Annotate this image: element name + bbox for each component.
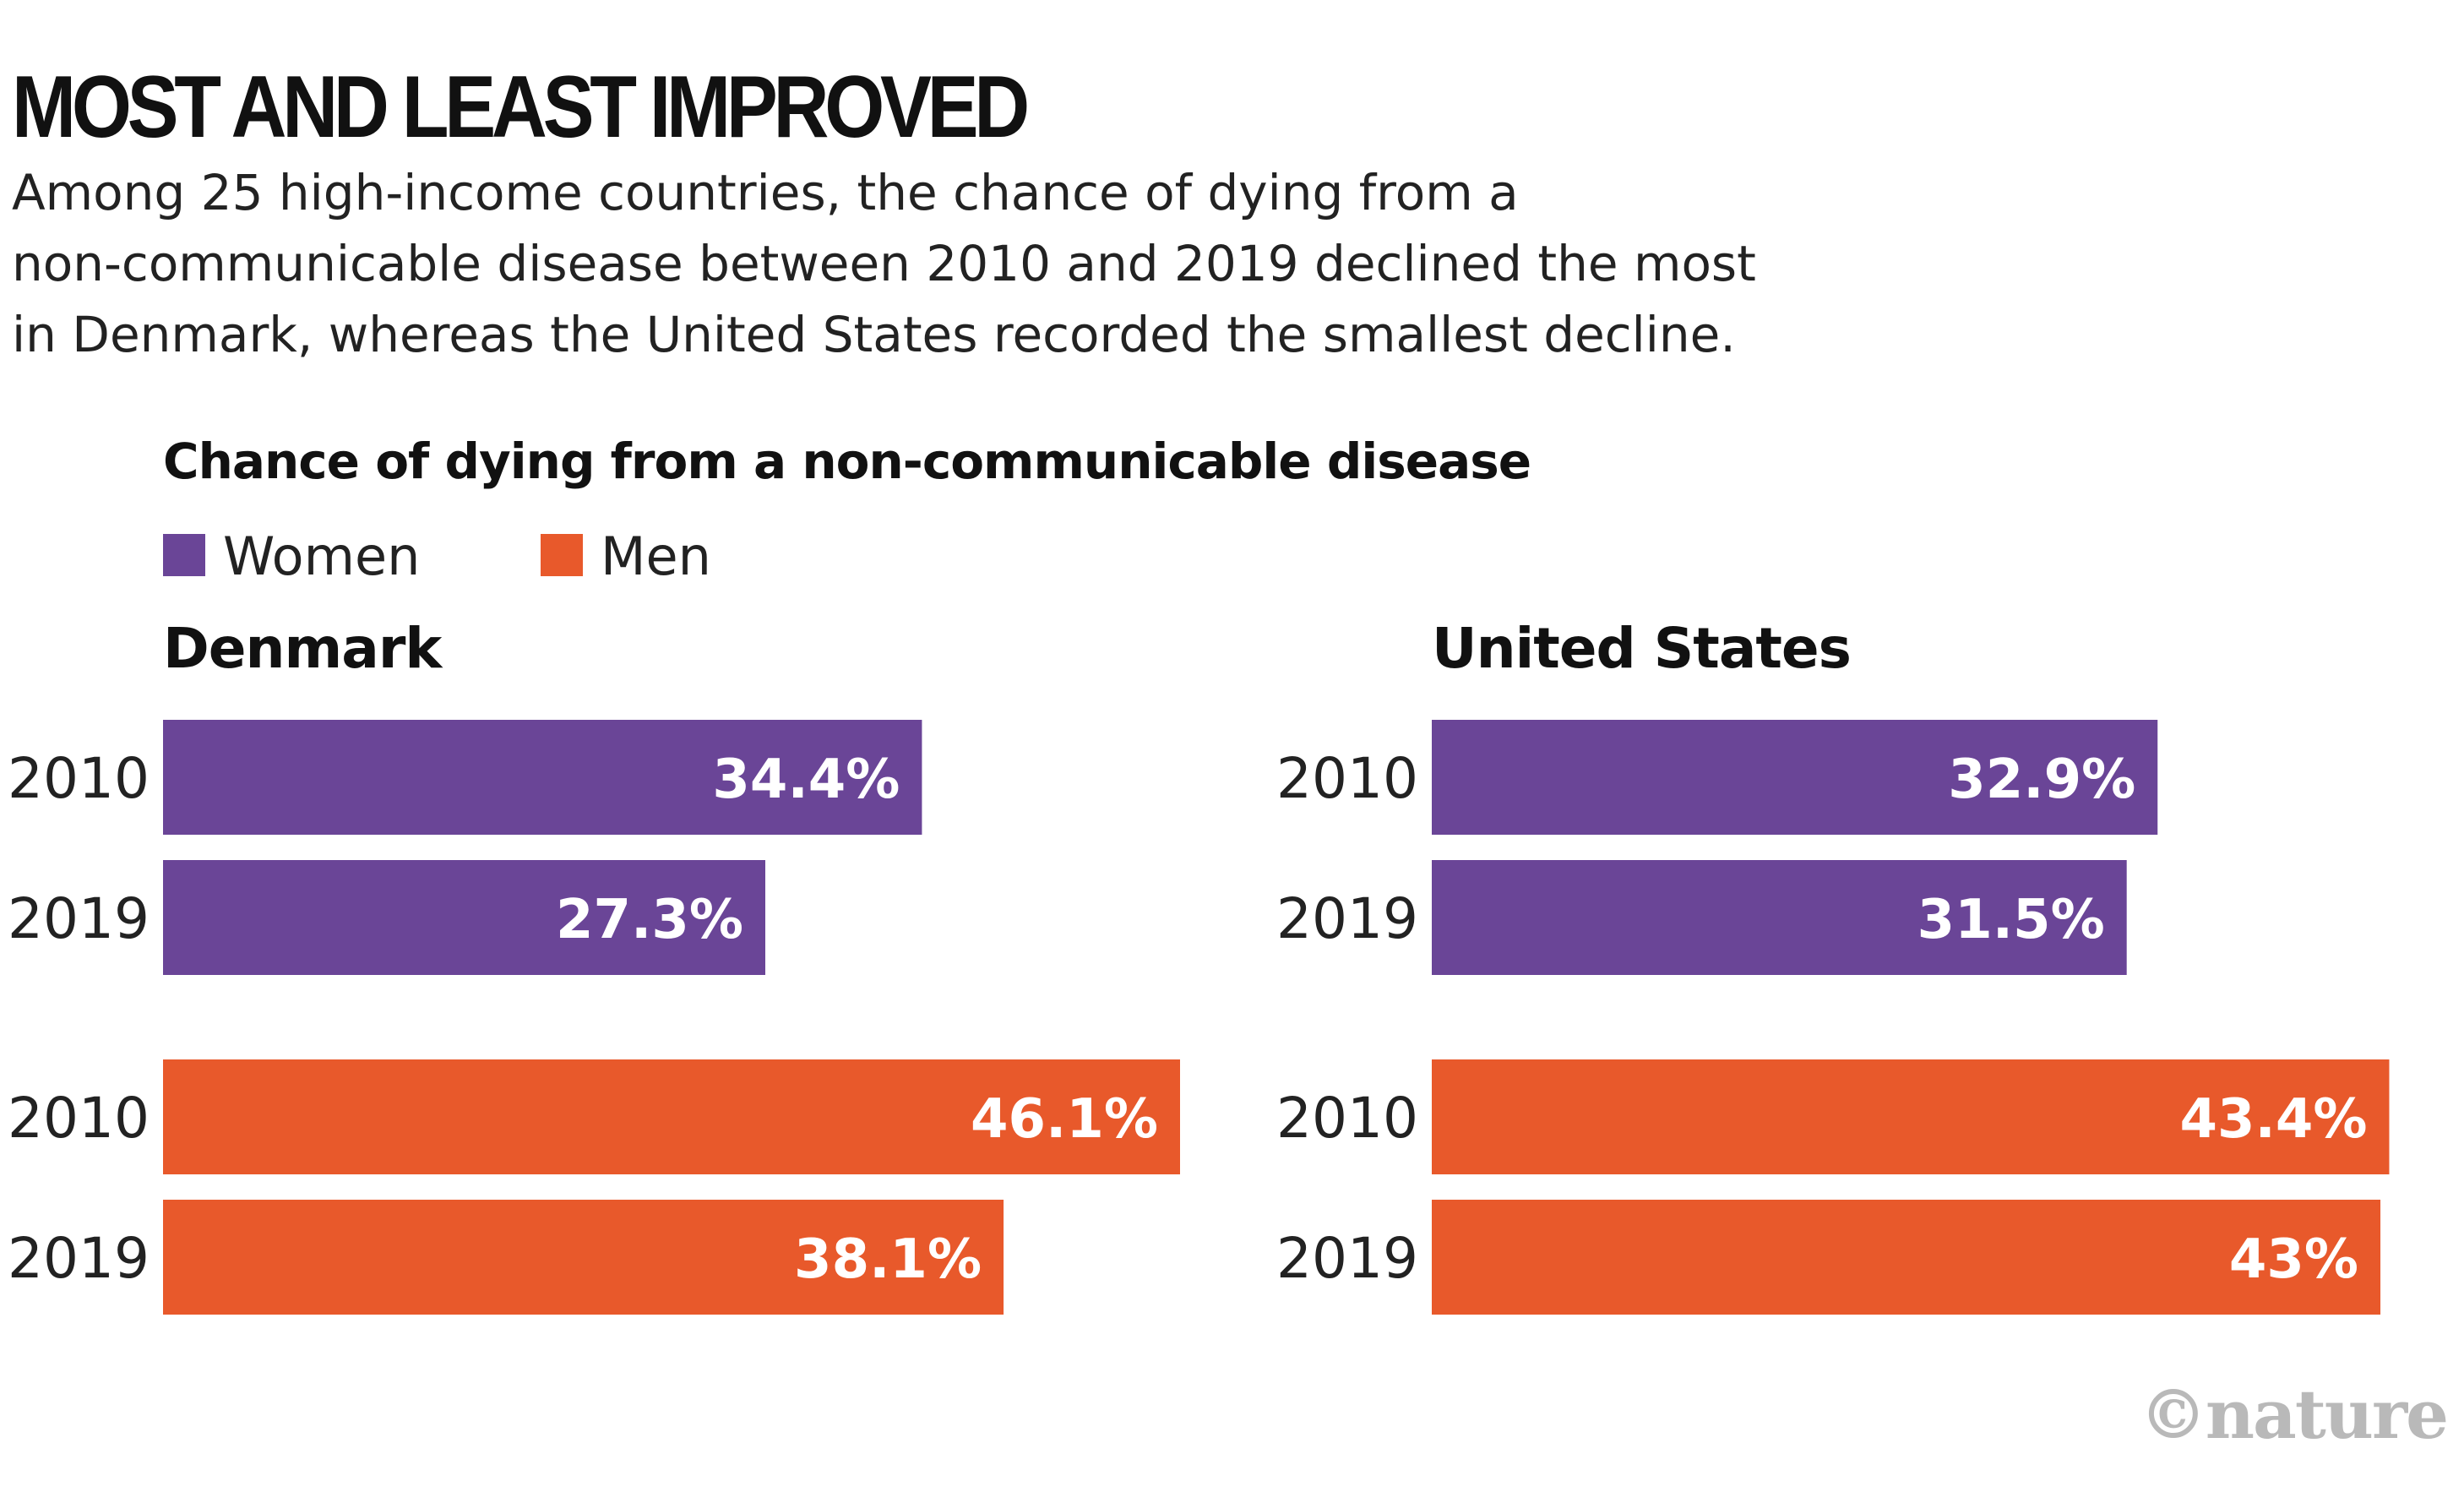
subtitle-line-1: Among 25 high-income countries, the chan… bbox=[12, 164, 1519, 221]
panel-title-denmark: Denmark bbox=[163, 616, 443, 681]
headline: MOST AND LEAST IMPROVED bbox=[12, 58, 1027, 156]
subtitle-line-3: in Denmark, whereas the United States re… bbox=[12, 306, 1736, 363]
bar-value-label-denmark-men-2019: 38.1% bbox=[794, 1228, 982, 1291]
legend-label-men: Men bbox=[601, 526, 711, 587]
year-label-united-states-men-2010: 2010 bbox=[1276, 1086, 1418, 1151]
subtitle-line-2: non-communicable disease between 2010 an… bbox=[12, 235, 1756, 292]
bar-value-label-denmark-men-2010: 46.1% bbox=[971, 1088, 1158, 1151]
bar-denmark-women-2010 bbox=[163, 720, 922, 835]
bar-value-label-united-states-women-2019: 31.5% bbox=[1917, 889, 2105, 951]
bar-united-states-women-2019 bbox=[1432, 860, 2127, 975]
legend-swatch-women bbox=[163, 534, 205, 576]
bar-denmark-men-2019 bbox=[163, 1200, 1004, 1315]
bar-value-label-united-states-men-2019: 43% bbox=[2229, 1228, 2358, 1291]
year-label-denmark-men-2019: 2019 bbox=[8, 1226, 150, 1291]
year-label-denmark-men-2010: 2010 bbox=[8, 1086, 150, 1151]
chart-title: Chance of dying from a non-communicable … bbox=[163, 433, 1531, 490]
year-label-united-states-women-2010: 2010 bbox=[1276, 746, 1418, 811]
year-label-denmark-women-2019: 2019 bbox=[8, 886, 150, 951]
panel-title-united-states: United States bbox=[1432, 616, 1851, 681]
bar-value-label-united-states-women-2010: 32.9% bbox=[1948, 749, 2135, 811]
legend: Women Men bbox=[163, 526, 711, 587]
bar-value-label-united-states-men-2010: 43.4% bbox=[2179, 1088, 2367, 1151]
bar-united-states-men-2010 bbox=[1432, 1059, 2390, 1174]
bar-united-states-men-2019 bbox=[1432, 1200, 2381, 1315]
year-label-denmark-women-2010: 2010 bbox=[8, 746, 150, 811]
bar-denmark-men-2010 bbox=[163, 1059, 1180, 1174]
bar-value-label-denmark-women-2019: 27.3% bbox=[556, 889, 743, 951]
legend-label-women: Women bbox=[223, 526, 420, 587]
bar-denmark-women-2019 bbox=[163, 860, 765, 975]
year-label-united-states-women-2019: 2019 bbox=[1276, 886, 1418, 951]
bar-united-states-women-2010 bbox=[1432, 720, 2158, 835]
bar-value-label-denmark-women-2010: 34.4% bbox=[712, 749, 900, 811]
year-label-united-states-men-2019: 2019 bbox=[1276, 1226, 1418, 1291]
nature-credit: ©nature bbox=[2140, 1375, 2447, 1454]
legend-swatch-men bbox=[541, 534, 583, 576]
